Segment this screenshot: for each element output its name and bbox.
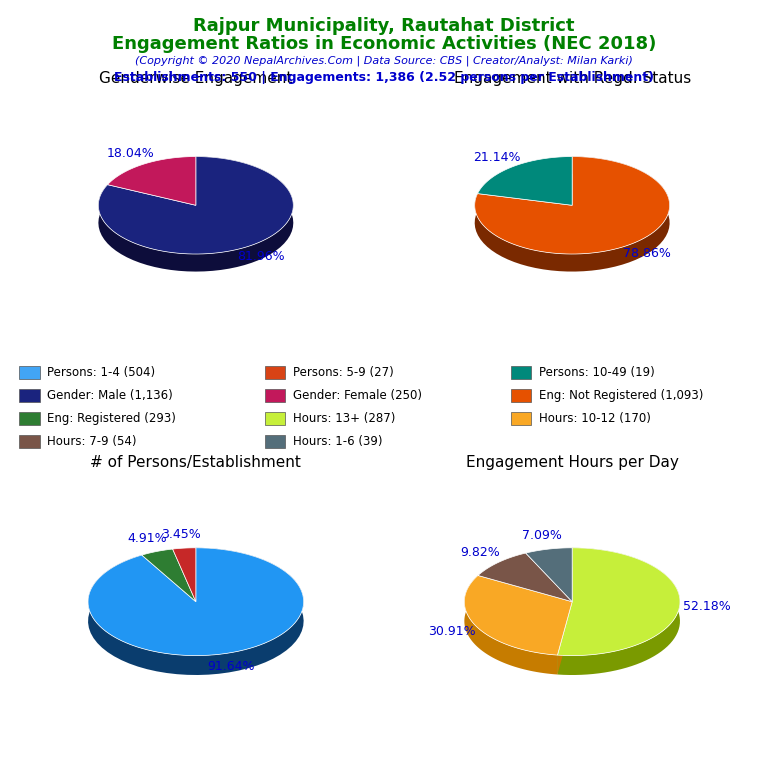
Text: 7.09%: 7.09% (522, 529, 562, 542)
Polygon shape (108, 157, 196, 205)
Text: Engagement Ratios in Economic Activities (NEC 2018): Engagement Ratios in Economic Activities… (112, 35, 656, 52)
Polygon shape (88, 548, 303, 675)
FancyBboxPatch shape (19, 366, 40, 379)
FancyBboxPatch shape (265, 435, 286, 448)
Text: Persons: 1-4 (504): Persons: 1-4 (504) (47, 366, 155, 379)
Polygon shape (98, 157, 293, 254)
Polygon shape (558, 601, 572, 674)
Text: Eng: Not Registered (1,093): Eng: Not Registered (1,093) (538, 389, 703, 402)
Text: Hours: 1-6 (39): Hours: 1-6 (39) (293, 435, 382, 448)
Title: Genderwise Engagement: Genderwise Engagement (99, 71, 293, 86)
Text: 18.04%: 18.04% (107, 147, 154, 161)
Text: Gender: Female (250): Gender: Female (250) (293, 389, 422, 402)
FancyBboxPatch shape (511, 389, 531, 402)
Polygon shape (475, 157, 670, 254)
Text: Persons: 10-49 (19): Persons: 10-49 (19) (538, 366, 654, 379)
Text: 81.96%: 81.96% (237, 250, 285, 263)
FancyBboxPatch shape (19, 389, 40, 402)
Text: Rajpur Municipality, Rautahat District: Rajpur Municipality, Rautahat District (194, 17, 574, 35)
FancyBboxPatch shape (265, 366, 286, 379)
Text: (Copyright © 2020 NepalArchives.Com | Data Source: CBS | Creator/Analyst: Milan : (Copyright © 2020 NepalArchives.Com | Da… (135, 55, 633, 66)
FancyBboxPatch shape (265, 389, 286, 402)
FancyBboxPatch shape (511, 366, 531, 379)
Text: 52.18%: 52.18% (683, 600, 730, 613)
Text: 9.82%: 9.82% (460, 546, 500, 559)
FancyBboxPatch shape (265, 412, 286, 425)
Text: Hours: 10-12 (170): Hours: 10-12 (170) (538, 412, 650, 425)
FancyBboxPatch shape (511, 412, 531, 425)
Text: Eng: Registered (293): Eng: Registered (293) (47, 412, 176, 425)
Title: Engagement with Regd. Status: Engagement with Regd. Status (454, 71, 690, 86)
Text: 4.91%: 4.91% (127, 532, 167, 545)
Text: Hours: 13+ (287): Hours: 13+ (287) (293, 412, 396, 425)
Polygon shape (478, 553, 572, 601)
Polygon shape (558, 548, 680, 675)
Text: Gender: Male (1,136): Gender: Male (1,136) (47, 389, 173, 402)
Text: Establishments: 550 | Engagements: 1,386 (2.52 persons per Establishment): Establishments: 550 | Engagements: 1,386… (114, 71, 654, 84)
Polygon shape (558, 601, 572, 674)
Polygon shape (465, 575, 558, 674)
FancyBboxPatch shape (19, 412, 40, 425)
Polygon shape (558, 548, 680, 656)
Text: Persons: 5-9 (27): Persons: 5-9 (27) (293, 366, 393, 379)
Text: Hours: 7-9 (54): Hours: 7-9 (54) (47, 435, 137, 448)
Polygon shape (142, 549, 196, 601)
Text: 21.14%: 21.14% (473, 151, 521, 164)
Polygon shape (465, 575, 572, 655)
Title: # of Persons/Establishment: # of Persons/Establishment (91, 455, 301, 470)
Polygon shape (173, 548, 196, 601)
Text: 91.64%: 91.64% (207, 660, 254, 674)
Polygon shape (88, 548, 303, 656)
Polygon shape (475, 157, 670, 272)
FancyBboxPatch shape (19, 435, 40, 448)
Text: 3.45%: 3.45% (161, 528, 201, 541)
Polygon shape (526, 548, 572, 601)
Polygon shape (478, 157, 572, 205)
Title: Engagement Hours per Day: Engagement Hours per Day (465, 455, 679, 470)
Polygon shape (98, 157, 293, 272)
Text: 78.86%: 78.86% (624, 247, 671, 260)
Text: 30.91%: 30.91% (428, 625, 475, 638)
